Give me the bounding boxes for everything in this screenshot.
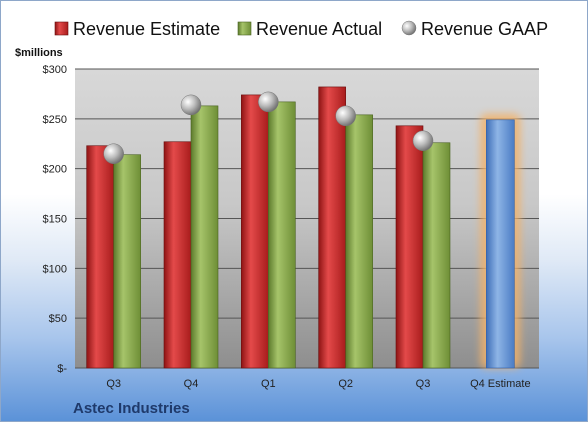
bar-revenue-actual-q3 bbox=[113, 154, 141, 369]
legend-swatch-revenue-estimate bbox=[54, 21, 69, 36]
x-tick-label: Q2 bbox=[338, 378, 353, 390]
bar-forecast-q4-estimate bbox=[486, 119, 515, 369]
marker-revenue-gaap-q3 bbox=[412, 130, 434, 152]
bar-revenue-actual-q1 bbox=[268, 101, 296, 369]
x-tick-label: Q3 bbox=[106, 378, 121, 390]
company-name: Astec Industries bbox=[73, 400, 190, 417]
y-tick-label: $- bbox=[57, 363, 67, 375]
gridlines bbox=[75, 68, 539, 369]
marker-revenue-gaap-q4 bbox=[180, 94, 202, 116]
legend-swatch-revenue-actual bbox=[237, 21, 252, 36]
bar-revenue-estimate-q2 bbox=[318, 86, 346, 369]
x-tick-label: Q3 bbox=[416, 378, 431, 390]
legend-label-revenue-estimate: Revenue Estimate bbox=[73, 19, 220, 39]
bar-revenue-estimate-q1 bbox=[241, 94, 269, 369]
legend-label-revenue-gaap: Revenue GAAP bbox=[421, 19, 548, 39]
legend: Revenue Estimate Revenue Actual Revenue GA… bbox=[54, 19, 548, 39]
bar-revenue-estimate-q4 bbox=[163, 141, 192, 369]
x-tick-label: Q4 bbox=[184, 378, 199, 390]
legend-label-revenue-actual: Revenue Actual bbox=[256, 19, 382, 39]
marker-revenue-gaap-q1 bbox=[258, 91, 279, 113]
y-tick-label: $100 bbox=[43, 263, 67, 275]
bar-revenue-estimate-q3 bbox=[395, 125, 424, 369]
marker-revenue-gaap-q3 bbox=[103, 143, 124, 164]
bars-layer bbox=[86, 86, 521, 369]
y-tick-label: $250 bbox=[43, 114, 67, 126]
bar-revenue-actual-q4 bbox=[190, 105, 219, 369]
legend-swatch-revenue-gaap bbox=[401, 20, 417, 36]
y-tick-label: $150 bbox=[43, 214, 67, 226]
bar-revenue-actual-q2 bbox=[345, 114, 373, 369]
marker-revenue-gaap-q2 bbox=[335, 105, 356, 127]
y-tick-label: $50 bbox=[49, 313, 67, 325]
y-tick-label: $200 bbox=[43, 164, 67, 176]
x-tick-label: Q1 bbox=[261, 378, 276, 390]
x-axis-ticks: Q3 Q4 Q1 Q2 Q3 Q4 Estimate bbox=[106, 378, 530, 390]
y-tick-label: $300 bbox=[43, 64, 67, 76]
gaap-markers-layer bbox=[103, 91, 434, 164]
bar-revenue-estimate-q3 bbox=[86, 145, 114, 369]
x-tick-label: Q4 Estimate bbox=[470, 378, 531, 390]
y-axis-unit-label: $millions bbox=[15, 47, 63, 59]
bar-revenue-actual-q3 bbox=[422, 142, 451, 369]
y-axis-ticks: $- $50 $100 $150 $200 $250 $300 bbox=[43, 64, 68, 375]
